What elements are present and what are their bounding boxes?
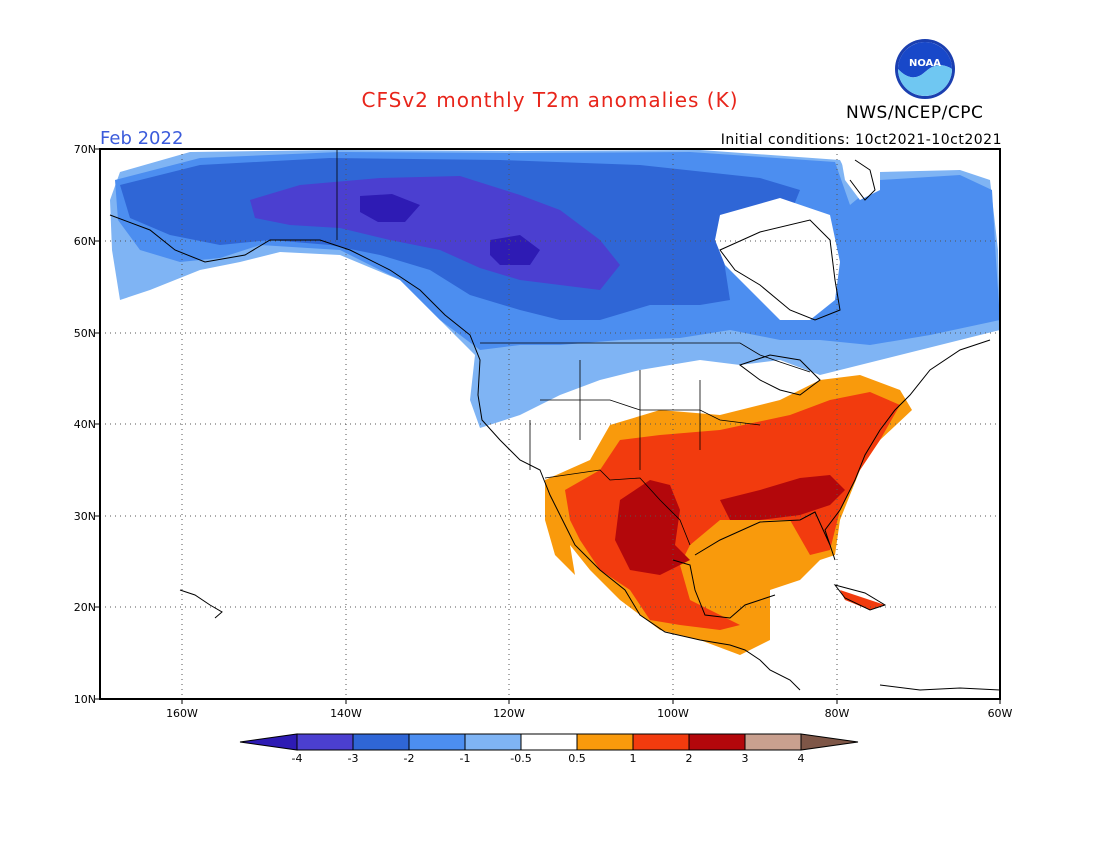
colorbar-swatch-3	[408, 733, 466, 751]
lat-label-20n: 20N	[73, 601, 96, 614]
lat-label-60n: 60N	[73, 235, 96, 248]
colorbar-swatch-6	[576, 733, 634, 751]
lon-label-80w: 80W	[824, 707, 850, 720]
colorbar-swatch-8	[688, 733, 746, 751]
political-borders	[336, 150, 811, 546]
colorbar-label-2: 2	[685, 752, 693, 765]
colorbar-swatch-1	[296, 733, 354, 751]
colorbar-label-1: 1	[629, 752, 637, 765]
coastlines	[109, 159, 1001, 691]
lat-label-30n: 30N	[73, 510, 96, 523]
lon-label-160w: 160W	[166, 707, 198, 720]
gridlines	[100, 149, 1000, 699]
lat-label-50n: 50N	[73, 327, 96, 340]
colorbar-label-neg05: -0.5	[510, 752, 532, 765]
lon-label-60w: 60W	[987, 707, 1013, 720]
colorbar-label-neg1: -1	[459, 752, 471, 765]
agency-label: NWS/NCEP/CPC	[846, 103, 984, 123]
lat-label-10n: 10N	[73, 693, 96, 706]
colorbar-swatch-7	[632, 733, 690, 751]
noaa-logo-icon: NOAA	[895, 39, 955, 99]
initial-conditions: Initial conditions: 10ct2021-10ct2021	[720, 132, 1002, 148]
colorbar-swatch-4	[464, 733, 522, 751]
lat-label-70n: 70N	[73, 143, 96, 156]
colorbar-label-05: 0.5	[568, 752, 586, 765]
lon-label-100w: 100W	[657, 707, 689, 720]
colorbar-swatch-5	[520, 733, 578, 751]
colorbar-label-neg2: -2	[403, 752, 415, 765]
colorbar-label-neg3: -3	[347, 752, 359, 765]
axis-ticks	[95, 148, 1001, 704]
anomaly-region-deep-blue	[360, 194, 540, 265]
colorbar-swatch-0	[239, 733, 298, 751]
logo-text: NOAA	[909, 58, 941, 69]
colorbar-swatch-9	[744, 733, 802, 751]
lon-label-120w: 120W	[493, 707, 525, 720]
colorbar-label-neg4: -4	[291, 752, 303, 765]
lat-label-40n: 40N	[73, 418, 96, 431]
colorbar	[239, 733, 859, 751]
lon-label-140w: 140W	[330, 707, 362, 720]
anomaly-region-neutral-greenland	[840, 152, 880, 200]
anomaly-region-neutral-hudson	[715, 198, 840, 320]
map-title: CFSv2 monthly T2m anomalies (K)	[361, 88, 739, 112]
colorbar-swatch-10	[800, 733, 859, 751]
colorbar-swatch-2	[352, 733, 410, 751]
colorbar-label-4: 4	[797, 752, 805, 765]
colorbar-label-3: 3	[741, 752, 749, 765]
forecast-month: Feb 2022	[100, 128, 184, 149]
